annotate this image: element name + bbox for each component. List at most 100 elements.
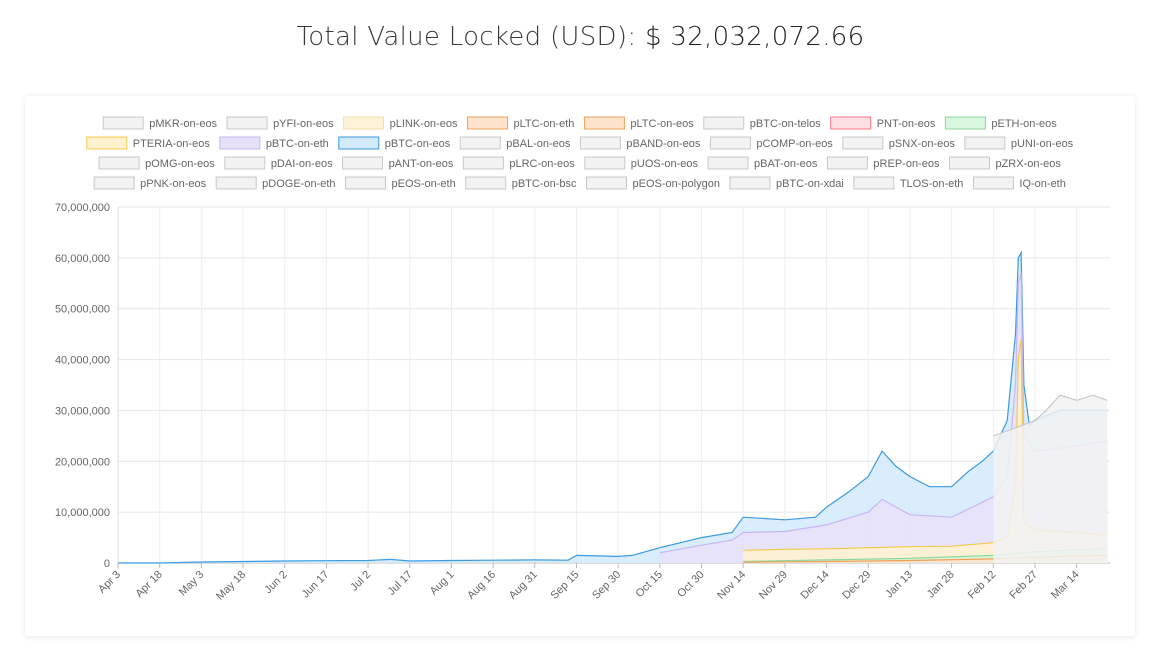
x-tick-label: Oct 30 bbox=[675, 569, 706, 600]
legend-item-pyfi-on-eos[interactable]: pYFI-on-eos bbox=[226, 116, 334, 130]
legend-label: pMKR-on-eos bbox=[149, 118, 217, 130]
legend-label: pPNK-on-eos bbox=[140, 178, 207, 190]
legend-item-peos-on-polygon[interactable]: pEOS-on-polygon bbox=[586, 176, 720, 190]
x-tick-label: Aug 16 bbox=[465, 569, 498, 602]
legend-swatch bbox=[830, 116, 872, 130]
y-tick-label: 10,000,000 bbox=[55, 507, 110, 519]
legend-swatch bbox=[709, 136, 751, 150]
legend-item-pomg-on-eos[interactable]: pOMG-on-eos bbox=[98, 156, 215, 170]
total-value: $ 32,032,072.66 bbox=[644, 22, 865, 52]
legend-swatch bbox=[226, 116, 268, 130]
legend-label: pBAND-on-eos bbox=[626, 138, 700, 150]
legend-label: pUNI-on-eos bbox=[1011, 138, 1074, 150]
grid bbox=[117, 206, 1110, 564]
legend-swatch bbox=[579, 136, 621, 150]
tvl-chart: pMKR-on-eos pYFI-on-eos pLINK-on-eos pLTC-o… bbox=[55, 116, 1110, 603]
legend-swatch bbox=[215, 176, 257, 190]
legend-swatch bbox=[944, 116, 986, 130]
legend-item-pbat-on-eos[interactable]: pBAT-on-eos bbox=[707, 156, 818, 170]
legend-item-tlos-on-eth[interactable]: TLOS-on-eth bbox=[853, 176, 964, 190]
page-title: Total Value Locked (USD): $ 32,032,072.6… bbox=[0, 22, 1161, 52]
x-tick-label: Jul 2 bbox=[348, 569, 373, 594]
legend-swatch bbox=[583, 116, 625, 130]
x-tick-label: Nov 14 bbox=[715, 569, 748, 602]
legend-swatch bbox=[338, 136, 380, 150]
x-tick-label: Oct 15 bbox=[634, 569, 665, 600]
legend-label: pBAT-on-eos bbox=[754, 158, 818, 170]
y-tick-label: 20,000,000 bbox=[55, 456, 110, 468]
legend-item-pteria-on-eos[interactable]: PTERIA-on-eos bbox=[86, 136, 211, 150]
legend-item-puos-on-eos[interactable]: pUOS-on-eos bbox=[584, 156, 699, 170]
legend-swatch bbox=[86, 136, 128, 150]
legend-swatch bbox=[466, 116, 508, 130]
x-tick-label: Apr 18 bbox=[133, 569, 164, 600]
legend-item-pbal-on-eos[interactable]: pBAL-on-eos bbox=[459, 136, 571, 150]
legend-item-pband-on-eos[interactable]: pBAND-on-eos bbox=[579, 136, 701, 150]
legend-item-psnx-on-eos[interactable]: pSNX-on-eos bbox=[842, 136, 956, 150]
legend-item-pbtc-on-xdai[interactable]: pBTC-on-xdai bbox=[729, 176, 844, 190]
x-tick-label: Mar 14 bbox=[1049, 569, 1082, 602]
legend-item-peth-on-eos[interactable]: pETH-on-eos bbox=[944, 116, 1057, 130]
x-tick-label: Sep 30 bbox=[590, 569, 623, 602]
chart-card: pMKR-on-eos pYFI-on-eos pLINK-on-eos pLTC-o… bbox=[25, 96, 1135, 636]
legend-item-pbtc-on-eos[interactable]: pBTC-on-eos bbox=[338, 136, 451, 150]
y-tick-label: 0 bbox=[104, 558, 110, 570]
legend-swatch bbox=[93, 176, 135, 190]
legend-swatch bbox=[707, 156, 749, 170]
series-line-pmkr-on-eos bbox=[993, 394, 1108, 437]
legend-item-pbtc-on-telos[interactable]: pBTC-on-telos bbox=[703, 116, 821, 130]
legend-label: pEOS-on-polygon bbox=[633, 178, 720, 190]
x-tick-label: Jul 17 bbox=[386, 569, 415, 598]
legend-label: pBTC-on-xdai bbox=[776, 178, 844, 190]
legend-label: pZRX-on-eos bbox=[995, 158, 1061, 170]
legend-label: pDOGE-on-eth bbox=[262, 178, 335, 190]
y-tick-label: 70,000,000 bbox=[55, 202, 110, 214]
legend-swatch bbox=[343, 116, 385, 130]
x-tick-label: Aug 1 bbox=[428, 569, 457, 598]
x-tick-label: Aug 31 bbox=[507, 569, 540, 602]
legend-item-pcomp-on-eos[interactable]: pCOMP-on-eos bbox=[709, 136, 833, 150]
legend-swatch bbox=[842, 136, 884, 150]
series-area-pmkr-on-eos bbox=[993, 395, 1108, 563]
legend-item-pltc-on-eth[interactable]: pLTC-on-eth bbox=[466, 116, 574, 130]
x-tick-label: Dec 29 bbox=[840, 569, 873, 602]
title-prefix: Total Value Locked (USD): bbox=[296, 22, 637, 52]
x-tick-label: Jun 2 bbox=[262, 569, 290, 597]
legend-swatch bbox=[964, 136, 1006, 150]
legend-item-pant-on-eos[interactable]: pANT-on-eos bbox=[342, 156, 454, 170]
legend-label: pDAI-on-eos bbox=[271, 158, 333, 170]
legend-item-pzrx-on-eos[interactable]: pZRX-on-eos bbox=[948, 156, 1061, 170]
legend-item-pdai-on-eos[interactable]: pDAI-on-eos bbox=[224, 156, 333, 170]
legend-label: TLOS-on-eth bbox=[900, 178, 964, 190]
legend-item-prep-on-eos[interactable]: pREP-on-eos bbox=[826, 156, 940, 170]
legend-item-pmkr-on-eos[interactable]: pMKR-on-eos bbox=[102, 116, 218, 130]
legend-swatch bbox=[342, 156, 384, 170]
legend-swatch bbox=[826, 156, 868, 170]
legend-item-plink-on-eos[interactable]: pLINK-on-eos bbox=[343, 116, 458, 130]
legend-swatch bbox=[224, 156, 266, 170]
series-area-pbtc-on-eos bbox=[118, 252, 1108, 564]
legend-item-pdoge-on-eth[interactable]: pDOGE-on-eth bbox=[215, 176, 336, 190]
x-tick-label: Jun 17 bbox=[300, 569, 332, 601]
legend-label: pANT-on-eos bbox=[389, 158, 454, 170]
legend-item-pbtc-on-eth[interactable]: pBTC-on-eth bbox=[219, 136, 329, 150]
legend-item-puni-on-eos[interactable]: pUNI-on-eos bbox=[964, 136, 1074, 150]
legend-swatch bbox=[219, 136, 261, 150]
legend-item-peos-on-eth[interactable]: pEOS-on-eth bbox=[345, 176, 456, 190]
legend-label: pOMG-on-eos bbox=[145, 158, 215, 170]
legend-swatch bbox=[853, 176, 895, 190]
legend-item-plrc-on-eos[interactable]: pLRC-on-eos bbox=[462, 156, 575, 170]
legend-item-pnt-on-eos[interactable]: PNT-on-eos bbox=[830, 116, 936, 130]
legend-label: pETH-on-eos bbox=[991, 118, 1057, 130]
y-tick-label: 50,000,000 bbox=[55, 304, 110, 316]
x-tick-label: May 18 bbox=[214, 569, 248, 603]
legend-item-pbtc-on-bsc[interactable]: pBTC-on-bsc bbox=[465, 176, 577, 190]
legend-label: IQ-on-eth bbox=[1019, 178, 1065, 190]
legend-swatch bbox=[102, 116, 144, 130]
legend-swatch bbox=[462, 156, 504, 170]
legend-item-ppnk-on-eos[interactable]: pPNK-on-eos bbox=[93, 176, 207, 190]
legend-label: pLTC-on-eth bbox=[513, 118, 574, 130]
series-line-pbtc-on-eos bbox=[118, 250, 1108, 564]
legend-item-pltc-on-eos[interactable]: pLTC-on-eos bbox=[583, 116, 694, 130]
legend-item-iq-on-eth[interactable]: IQ-on-eth bbox=[972, 176, 1066, 190]
